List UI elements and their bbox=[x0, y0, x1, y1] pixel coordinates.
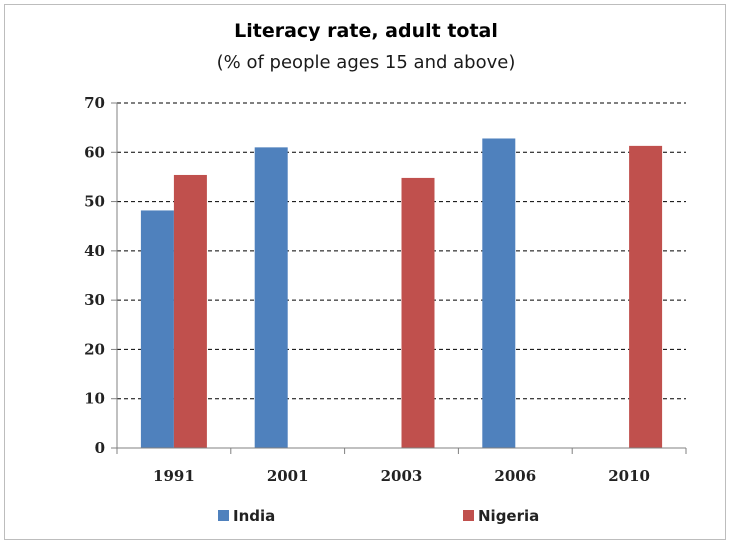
legend-swatch-india bbox=[218, 510, 229, 521]
x-tick-label: 1991 bbox=[153, 467, 195, 485]
x-tick-label: 2010 bbox=[608, 467, 650, 485]
y-tick-label: 30 bbox=[84, 291, 105, 309]
legend-label-nigeria: Nigeria bbox=[478, 507, 539, 525]
grid-layer bbox=[117, 102, 686, 400]
legend-swatch-nigeria bbox=[463, 510, 474, 521]
y-tick-label: 40 bbox=[84, 242, 105, 260]
bar-india-1991 bbox=[140, 210, 174, 448]
bar-nigeria-1991 bbox=[173, 174, 207, 448]
y-tick-label: 70 bbox=[84, 94, 105, 112]
legend: India Nigeria bbox=[218, 507, 539, 525]
bar-layer bbox=[140, 138, 663, 448]
x-tick-label: 2006 bbox=[494, 467, 536, 485]
y-tick-label: 50 bbox=[84, 193, 105, 211]
bar-nigeria-2010 bbox=[629, 145, 663, 448]
chart-frame bbox=[4, 4, 726, 540]
bar-india-2001 bbox=[254, 147, 288, 448]
chart-subtitle: (% of people ages 15 and above) bbox=[216, 52, 516, 73]
bar-india-2006 bbox=[482, 138, 516, 448]
y-tick-label: 20 bbox=[84, 340, 105, 358]
x-tick-label: 2003 bbox=[381, 467, 423, 485]
y-tick-label: 10 bbox=[84, 390, 105, 408]
y-tick-label: 60 bbox=[84, 143, 105, 161]
bar-nigeria-2003 bbox=[401, 177, 435, 448]
y-tick-label: 0 bbox=[95, 439, 105, 457]
axis-layer: 0 10 20 30 40 50 60 70 1991 2001 2003 2006 2010 bbox=[84, 94, 687, 485]
x-tick-label: 2001 bbox=[267, 467, 309, 485]
legend-label-india: India bbox=[233, 507, 275, 525]
chart-title: Literacy rate, adult total bbox=[234, 20, 498, 42]
